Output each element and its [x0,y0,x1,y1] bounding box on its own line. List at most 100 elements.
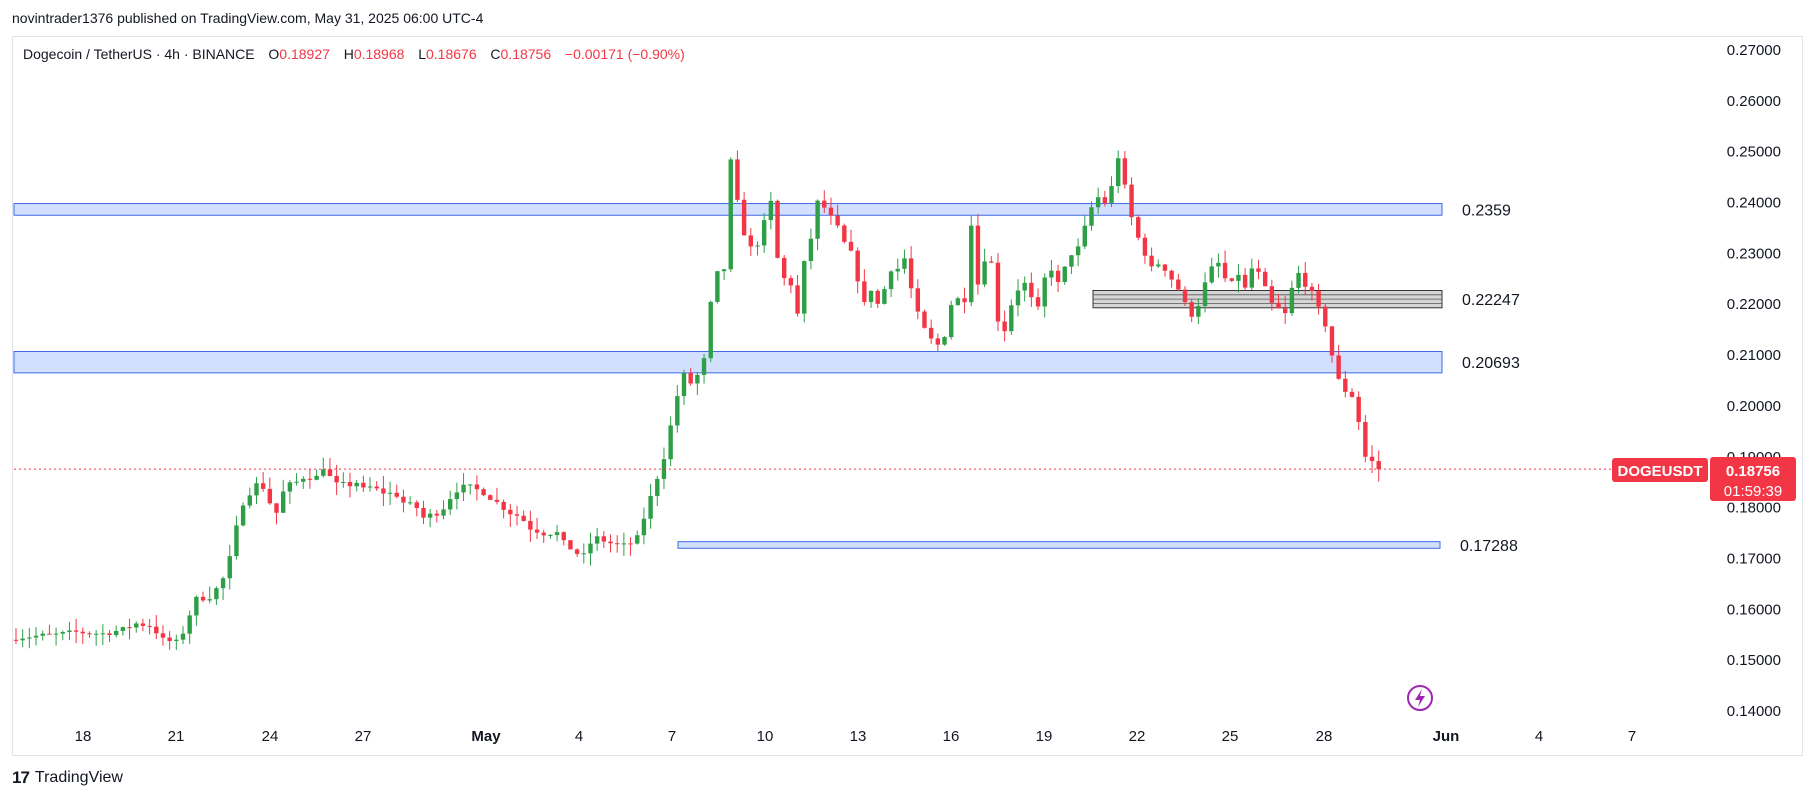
candle-body [160,633,166,638]
low-label: L [418,46,426,62]
zone-rect [677,541,1441,549]
candle-body [107,633,112,636]
candle-body [528,520,533,530]
candle-body [822,200,827,208]
candle-body [588,543,593,554]
y-tick-label: 0.16000 [1727,601,1781,618]
candle-body [628,543,633,545]
price-tag: 0.18756 01:59:39 [1710,457,1796,501]
zone-label: 0.2359 [1462,202,1511,219]
candle-body [594,536,600,544]
candle-body [508,509,513,515]
candle-body [1256,268,1261,272]
candle-body [474,484,480,490]
x-tick-label: 10 [757,728,774,745]
candle-body [581,553,586,555]
publisher-line: novintrader1376 published on TradingView… [12,10,484,26]
candle-body [635,535,640,544]
candle-body [1002,321,1007,332]
lightning-icon[interactable] [1407,685,1433,711]
x-tick-label: 7 [1628,728,1636,745]
x-axis: 18 21 24 27 May 4 7 10 13 16 19 22 25 28 Jun 4 7 [75,728,1637,745]
candle-body [200,596,206,601]
low-value: 0.18676 [426,46,477,62]
candle-body [661,459,667,479]
candle-body [574,549,580,554]
candle-body [1082,225,1087,247]
price-tag-countdown: 01:59:39 [1724,483,1782,500]
candle-body [741,199,747,236]
candle-body [828,207,834,216]
candle-body [1236,274,1241,281]
candle-body [240,505,246,526]
candle-body [1309,286,1315,292]
candle-body [949,305,954,338]
candle-body [1149,255,1154,267]
x-tick-label: 18 [75,728,92,745]
candle-body [1009,305,1014,332]
candle-body [715,271,720,302]
candle-body [361,482,366,488]
x-tick-label: 4 [575,728,583,745]
x-tick-label: May [471,728,501,745]
candle-body [1042,277,1047,307]
candle-body [214,588,219,600]
candle-body [1276,302,1281,309]
open-label: O [268,46,280,62]
candle-body [321,469,326,476]
candle-body [975,225,981,285]
candle-body [615,543,620,545]
candle-body [1022,282,1027,291]
candle-body [1242,274,1248,288]
candle-body [688,373,693,384]
price-tag-price: 0.18756 [1726,463,1780,480]
candle-body [174,639,179,641]
tradingview-brand[interactable]: 17 TradingView [12,768,123,788]
candle-body [655,478,660,496]
zone-label: 0.17288 [1460,538,1518,555]
brand-name: TradingView [34,769,123,786]
candle-body [969,225,974,303]
y-axis: 0.27000 0.26000 0.25000 0.24000 0.23000 0.220… [1727,42,1781,720]
candle-body [514,514,520,516]
zone-rect [13,351,1443,374]
zone-label: 0.20693 [1462,355,1520,372]
candle-body [1142,237,1148,256]
candles-layer [13,150,1381,650]
candle-body [728,159,733,270]
candle-body [862,281,867,302]
candle-body [434,513,440,516]
candle-body [561,532,566,541]
candle-body [301,478,306,482]
candle-body [247,495,252,506]
candle-body [294,481,299,483]
candle-body [989,261,994,263]
candle-body [775,200,780,258]
zone-label: 0.22247 [1462,292,1520,309]
candle-body [541,532,546,536]
candle-body [1182,289,1188,303]
candle-body [782,257,787,279]
candle-body [521,515,526,521]
y-tick-label: 0.25000 [1727,144,1781,161]
symbol-tag: DOGEUSDT [1612,458,1708,482]
candle-body [568,540,573,550]
candle-body [1109,186,1114,204]
y-tick-label: 0.24000 [1727,195,1781,212]
candle-body [815,200,820,239]
candle-body [13,639,19,641]
candle-body [1296,272,1301,288]
x-tick-label: 28 [1316,728,1333,745]
candle-body [154,626,159,634]
y-tick-label: 0.26000 [1727,93,1781,110]
y-tick-label: 0.27000 [1727,42,1781,59]
candle-body [982,261,987,285]
candle-body [641,518,647,536]
candle-body [1343,378,1348,392]
x-tick-label: Jun [1433,728,1460,745]
candle-body [955,298,961,306]
candle-body [167,637,172,641]
high-value: 0.18968 [353,46,405,62]
candle-body [701,358,707,375]
